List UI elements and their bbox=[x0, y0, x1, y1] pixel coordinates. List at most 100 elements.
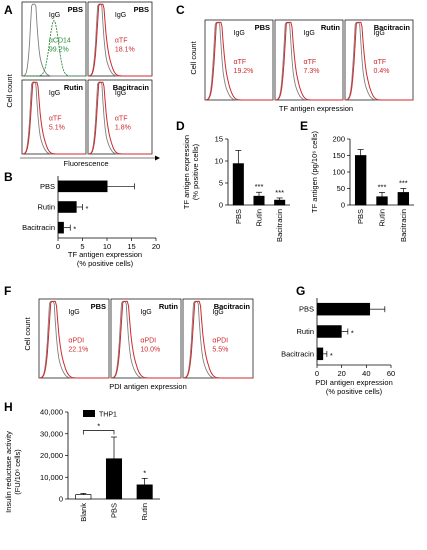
chart-d-ytick-label-3: 15 bbox=[215, 135, 223, 144]
panel-f-marker-curve-2 bbox=[182, 300, 253, 379]
panel-h: H Insulin reductase activity (FU/10⁶ cel… bbox=[4, 400, 160, 522]
chart-e-ytick-label-2: 100 bbox=[332, 168, 345, 177]
panel-f-box-2 bbox=[182, 298, 254, 379]
panel-f-marker-label-0: αPDI bbox=[68, 337, 84, 344]
chart-b-significance-1: * bbox=[86, 204, 89, 213]
chart-b-category-2: Bacitracin bbox=[22, 223, 55, 232]
chart-h-category-2: Rutin bbox=[140, 503, 149, 521]
chart-d-ytick-label-2: 10 bbox=[215, 157, 223, 166]
chart-g-xtick-label-2: 40 bbox=[362, 369, 370, 378]
chart-b-category-1: Rutin bbox=[37, 203, 55, 212]
chart-e-bar-0 bbox=[354, 155, 367, 206]
chart-e-category-0: PBS bbox=[356, 209, 365, 224]
panel-c-marker-label-1: αTF bbox=[304, 59, 317, 66]
panel-c-letter: C bbox=[176, 3, 185, 17]
panel-c-marker-label-0: αTF bbox=[234, 59, 247, 66]
panel-a-igg-label-0: IgG bbox=[49, 12, 60, 19]
panel-f-title-0: PBS bbox=[91, 302, 106, 311]
chart-e-category-1: Rutin bbox=[378, 209, 387, 227]
panel-a-pct-3: 1.8% bbox=[115, 125, 131, 132]
chart-h-significance-bracket bbox=[82, 430, 115, 435]
chart-h: 0 10,000 20,000 30,000 40,000 Blank PBS Rutin * * bbox=[40, 408, 160, 522]
chart-b: PBS Rutin * Bacitracin * 0 5 10 15 20 bbox=[22, 176, 160, 251]
panel-h-letter: H bbox=[4, 400, 13, 414]
panel-a-xlabel: Fluorescence bbox=[63, 159, 108, 168]
panel-c-ylabel: Cell count bbox=[189, 40, 198, 74]
chart-g-xtick-label-0: 0 bbox=[315, 369, 319, 378]
panel-a-title-0: PBS bbox=[68, 5, 83, 14]
panel-d-ylabel-1: TF antigen expression bbox=[182, 135, 191, 209]
panel-a-pct-0: 99.2% bbox=[49, 47, 69, 54]
chart-e: 0 50 100 150 200 PBS Rutin *** Bacitracin *** bbox=[332, 135, 414, 242]
panel-a-pct-1: 18.1% bbox=[115, 47, 135, 54]
panel-f-pct-1: 10.0% bbox=[140, 346, 160, 353]
panel-c-box-1 bbox=[274, 19, 344, 101]
chart-d-significance-2: *** bbox=[275, 188, 284, 197]
chart-e-ytick-label-0: 0 bbox=[341, 201, 345, 210]
panel-a-marker-label-3: αTF bbox=[115, 116, 128, 123]
panel-c-marker-label-2: αTF bbox=[374, 59, 387, 66]
chart-e-bar-2 bbox=[397, 192, 410, 206]
panel-c: C Cell count TF antigen expression PBS Ig… bbox=[176, 3, 414, 113]
chart-h-bar-0 bbox=[75, 494, 92, 500]
panel-b: B PBS Rutin * Bacitracin * 0 5 10 15 20 TF antige… bbox=[4, 170, 160, 268]
panel-a-title-2: Rutin bbox=[64, 83, 84, 92]
panel-b-xlabel-1: TF antigen expression bbox=[68, 250, 142, 259]
chart-d-category-0: PBS bbox=[234, 209, 243, 224]
chart-g-significance-1: * bbox=[351, 329, 354, 338]
chart-e-category-2: Bacitracin bbox=[399, 209, 408, 242]
chart-h-significance-1: * bbox=[97, 421, 100, 430]
panel-f-title-1: Rutin bbox=[159, 302, 179, 311]
chart-b-category-0: PBS bbox=[40, 182, 55, 191]
panel-c-title-1: Rutin bbox=[321, 23, 341, 32]
panel-f-box-1 bbox=[110, 298, 182, 379]
chart-d-category-2: Bacitracin bbox=[275, 209, 284, 242]
panel-a-igg-label-2: IgG bbox=[49, 90, 60, 97]
panel-f-marker-curve-0 bbox=[38, 300, 109, 379]
panel-c-title-0: PBS bbox=[255, 23, 270, 32]
panel-c-igg-label-0: IgG bbox=[234, 30, 245, 37]
chart-g-xtick-label-1: 20 bbox=[337, 369, 345, 378]
panel-a-marker-curve-0 bbox=[22, 19, 86, 77]
panel-a-box-1 bbox=[87, 1, 153, 77]
panel-a-pct-2: 5.1% bbox=[49, 125, 65, 132]
panel-g-xlabel-1: PDI antigen expression bbox=[315, 378, 393, 387]
panel-d: D TF antigen expression (% positive cell… bbox=[176, 119, 290, 242]
chart-g-significance-2: * bbox=[330, 351, 333, 360]
panel-a-igg-label-1: IgG bbox=[115, 12, 126, 19]
chart-e-ytick-label-4: 200 bbox=[332, 135, 345, 144]
panel-g-letter: G bbox=[296, 284, 305, 298]
chart-b-bar-0 bbox=[58, 180, 108, 193]
panel-a-igg-label-3: IgG bbox=[115, 90, 126, 97]
panel-a-title-3: Bacitracin bbox=[113, 83, 150, 92]
chart-h-category-0: Blank bbox=[79, 503, 88, 522]
legend-label-thp1: THP1 bbox=[99, 412, 117, 419]
chart-e-significance-2: *** bbox=[399, 179, 408, 188]
chart-d-category-1: Rutin bbox=[255, 209, 264, 227]
panel-a-marker-curve-3 bbox=[87, 81, 152, 155]
panel-c-marker-curve-1 bbox=[274, 21, 343, 101]
panel-g: G PBS Rutin * Bacitracin * 0 20 40 60 PDI antige… bbox=[281, 284, 395, 396]
panel-f-igg-label-2: IgG bbox=[212, 309, 223, 316]
panel-c-box-2 bbox=[344, 19, 414, 101]
panel-f-histograms: PBS IgG αPDI 22.1% Rutin IgG αPDI 10.0% Bacitrac… bbox=[38, 298, 254, 379]
panel-e-ylabel: TF antigen (pg/10⁶ cells) bbox=[310, 131, 319, 213]
panel-c-igg-label-2: IgG bbox=[374, 30, 385, 37]
panel-c-xlabel: TF antigen expression bbox=[279, 104, 353, 113]
chart-h-significance-2: * bbox=[143, 468, 146, 477]
panel-a-histograms: PBS IgG αCD14 99.2% PBS IgG αTF 18.1% Rutin IgG αT… bbox=[21, 1, 153, 155]
panel-a-marker-label-1: αTF bbox=[115, 38, 128, 45]
chart-h-ytick-label-0: 0 bbox=[59, 495, 63, 504]
chart-h-ytick-label-2: 20,000 bbox=[40, 451, 63, 460]
panel-c-marker-curve-2 bbox=[344, 21, 413, 101]
chart-h-ytick-label-3: 30,000 bbox=[40, 429, 63, 438]
panel-g-xlabel-2: (% positive cells) bbox=[326, 387, 383, 396]
chart-b-significance-2: * bbox=[73, 225, 76, 234]
panel-f: F Cell count PDI antigen expression PBS I… bbox=[4, 284, 254, 391]
panel-d-ylabel-2: (% positive cells) bbox=[191, 143, 200, 200]
chart-d-ytick-label-0: 0 bbox=[219, 201, 223, 210]
chart-g-category-2: Bacitracin bbox=[281, 349, 314, 358]
chart-h-ytick-label-4: 40,000 bbox=[40, 408, 63, 417]
chart-h-bar-1 bbox=[105, 458, 123, 500]
chart-e-ytick-label-1: 50 bbox=[337, 184, 345, 193]
